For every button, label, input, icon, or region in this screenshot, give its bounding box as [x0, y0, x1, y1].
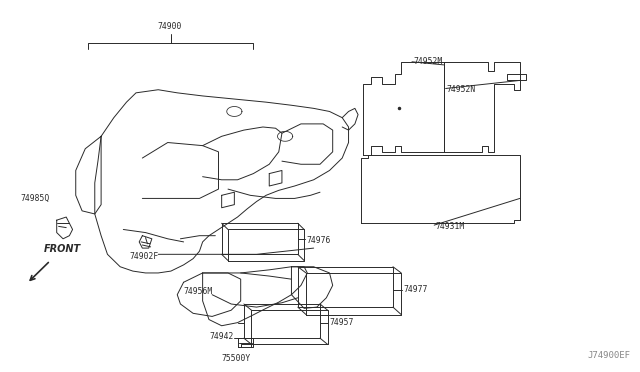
Text: 74952N: 74952N: [447, 85, 476, 94]
Text: 74957: 74957: [330, 318, 354, 327]
Text: 74956M: 74956M: [184, 287, 213, 296]
Text: J74900EF: J74900EF: [588, 351, 631, 360]
Text: 74900: 74900: [157, 22, 182, 31]
Text: 74976: 74976: [306, 235, 330, 244]
Text: 74931M: 74931M: [435, 222, 465, 231]
Text: 74902F: 74902F: [130, 253, 159, 262]
Text: FRONT: FRONT: [44, 244, 81, 254]
Text: 74942: 74942: [209, 332, 234, 341]
Text: 74985Q: 74985Q: [20, 194, 50, 203]
Text: 75500Y: 75500Y: [221, 354, 251, 363]
Text: 74952M: 74952M: [414, 57, 443, 66]
Text: 74977: 74977: [404, 285, 428, 294]
